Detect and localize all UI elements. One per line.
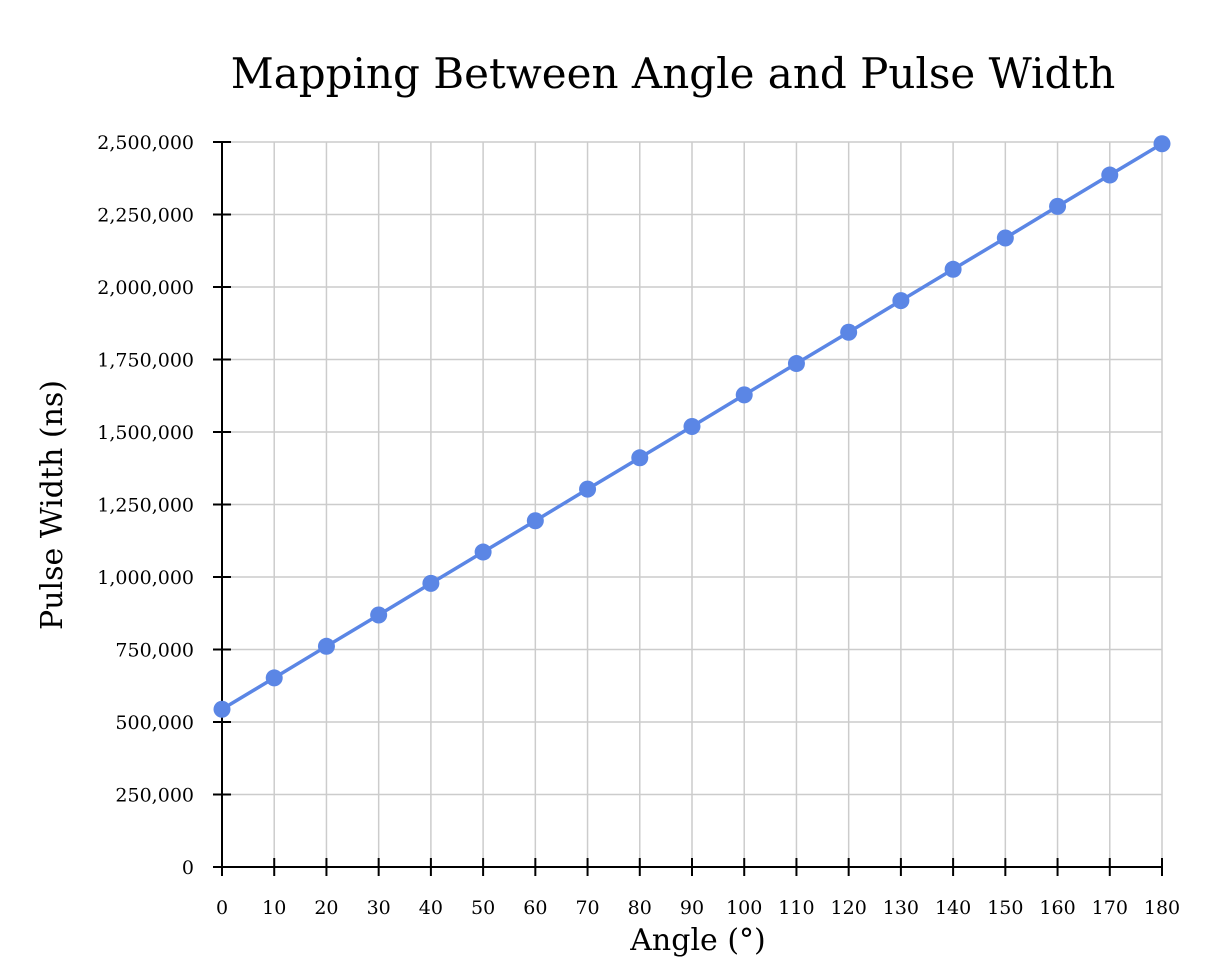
y-tick-label: 1,250,000 xyxy=(97,495,194,517)
data-point xyxy=(474,543,492,561)
x-tick-label: 0 xyxy=(216,897,228,919)
data-point xyxy=(579,480,597,498)
data-point xyxy=(526,512,544,530)
y-tick-label: 250,000 xyxy=(115,785,194,807)
data-point xyxy=(317,637,335,655)
x-tick-label: 170 xyxy=(1092,897,1128,919)
x-tick-label: 140 xyxy=(935,897,971,919)
x-tick-label: 50 xyxy=(471,897,495,919)
data-point xyxy=(1153,135,1171,153)
x-tick-label: 10 xyxy=(262,897,286,919)
data-point xyxy=(422,574,440,592)
data-point xyxy=(787,355,805,373)
data-point xyxy=(631,449,649,467)
x-tick-label: 30 xyxy=(367,897,391,919)
x-axis-label: Angle (°) xyxy=(629,923,765,958)
y-tick-label: 2,250,000 xyxy=(97,205,194,227)
data-point xyxy=(213,700,231,718)
data-point xyxy=(944,260,962,278)
y-tick-label: 0 xyxy=(182,857,194,879)
x-tick-label: 110 xyxy=(778,897,814,919)
x-tick-label: 20 xyxy=(314,897,338,919)
x-tick-label: 120 xyxy=(831,897,867,919)
series-layer xyxy=(213,135,1171,718)
data-point xyxy=(1101,166,1119,184)
data-point xyxy=(370,606,388,624)
data-point xyxy=(265,669,283,687)
x-tick-label: 100 xyxy=(726,897,762,919)
tick-labels: 0 10 20 30 40 50 60 70 80 90 100 110 120 130 140 150 160… xyxy=(97,132,1180,919)
y-tick-label: 500,000 xyxy=(115,712,194,734)
data-point xyxy=(892,292,910,310)
data-point xyxy=(840,323,858,341)
x-tick-label: 130 xyxy=(883,897,919,919)
data-point xyxy=(735,386,753,404)
y-tick-label: 1,750,000 xyxy=(97,350,194,372)
x-tick-label: 40 xyxy=(419,897,443,919)
data-point xyxy=(683,417,701,435)
data-point xyxy=(996,229,1014,247)
y-tick-label: 1,000,000 xyxy=(97,567,194,589)
x-tick-label: 70 xyxy=(575,897,599,919)
y-tick-label: 2,000,000 xyxy=(97,277,194,299)
y-tick-label: 1,500,000 xyxy=(97,422,194,444)
data-point xyxy=(1049,197,1067,215)
x-tick-label: 80 xyxy=(628,897,652,919)
x-tick-label: 180 xyxy=(1144,897,1180,919)
y-tick-label: 2,500,000 xyxy=(97,132,194,154)
axes xyxy=(213,141,1163,876)
x-tick-label: 160 xyxy=(1039,897,1075,919)
x-tick-label: 90 xyxy=(680,897,704,919)
x-tick-label: 60 xyxy=(523,897,547,919)
y-tick-label: 750,000 xyxy=(115,640,194,662)
y-axis-label: Pulse Width (ns) xyxy=(35,380,70,630)
chart-title: Mapping Between Angle and Pulse Width xyxy=(231,49,1116,98)
grid xyxy=(221,141,1163,868)
x-tick-label: 150 xyxy=(987,897,1023,919)
